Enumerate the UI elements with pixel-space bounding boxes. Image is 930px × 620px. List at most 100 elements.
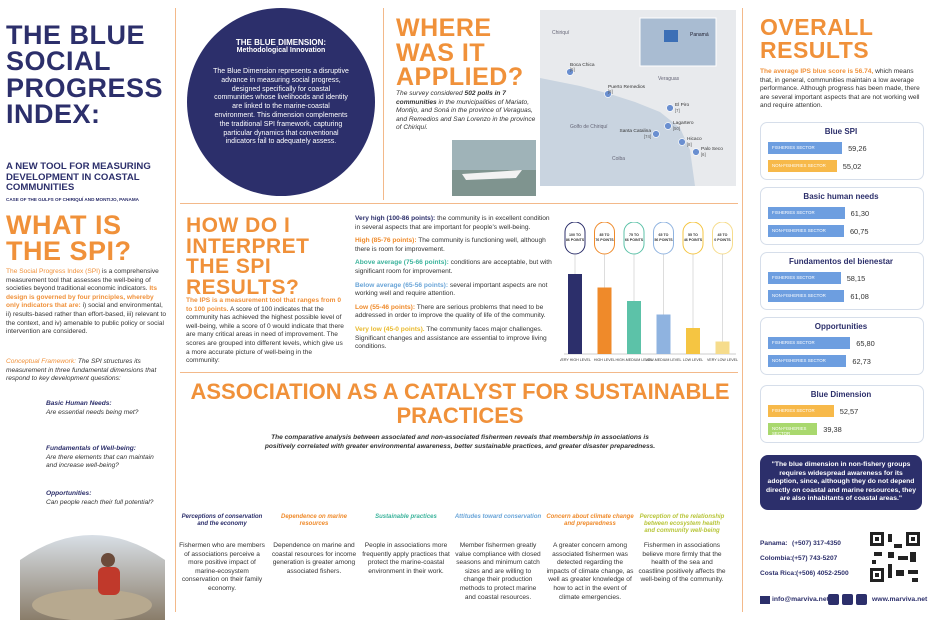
result-title: Fundamentos del bienestar (788, 257, 894, 266)
item-title: Perceptions of conservation and the econ… (181, 514, 263, 527)
sites: Boca Chica[5]Puerto Remedios[8]El Piro[7… (566, 62, 723, 157)
level-bar (656, 314, 671, 354)
blue-dimension-circle (187, 8, 375, 196)
site-dot (666, 104, 674, 112)
main-title: THE BLUE SOCIAL PROGRESS INDEX: (6, 20, 164, 130)
level-name: Above average (75-66 points): (355, 259, 449, 267)
dimension-question: Are there elements that can maintain and… (46, 453, 154, 470)
box-title: THE BLUE DIMENSION: (235, 38, 327, 47)
site-count: [7] (675, 108, 680, 113)
text-line: 76 POINTS (595, 238, 614, 242)
sector-label: FISHERIES SECTOR (772, 145, 815, 150)
level-name: Very low (45-0 points). (355, 325, 425, 333)
level-item: Below average (65-56 points): several im… (355, 282, 555, 299)
paragraph: Conceptual Framework: The SPI structures… (6, 358, 168, 384)
result-value: 59,26 (848, 144, 867, 153)
text-line: 100 TO (569, 233, 581, 237)
level-name: Below average (65-56 points): (355, 281, 449, 289)
text-line: 55 TO (688, 233, 698, 237)
level-text: The community is functioning well, altho… (355, 237, 546, 253)
map: Panamá Chiriquí Veraguas Golfo de Chiriq… (540, 10, 736, 186)
icon[interactable] (842, 594, 853, 605)
quote-box: "The blue dimension in non-fishery group… (760, 455, 922, 510)
level-name: Low (55-46 points): (355, 303, 416, 311)
text-line: 56 POINTS (654, 238, 673, 242)
result-value: 65,80 (856, 339, 875, 348)
level-item: High (85-76 points): The community is fu… (355, 237, 555, 254)
level-points: 100 TO 86 POINTS (566, 233, 585, 242)
level-name: HIGH-MEDIUM LEVEL (616, 358, 653, 362)
email[interactable]: info@marviva.net (772, 596, 829, 603)
dimension-question: Are essential needs being met? (46, 408, 139, 416)
dimension-text: Basic Human Needs: Are essential needs be… (46, 400, 166, 417)
text: is a comprehensive measurement tool that… (6, 268, 159, 293)
site-dot (664, 122, 672, 130)
text: The SPI structures its measurement in th… (6, 358, 157, 383)
site-dot (692, 148, 700, 156)
item-title: Perception of the relationship between e… (639, 514, 725, 534)
contact-phone: (+57) 743-5207 (792, 555, 838, 562)
result-value: 61,08 (850, 292, 869, 301)
result-title: Basic human needs (803, 192, 879, 201)
icon[interactable] (856, 594, 867, 605)
result-value: 55,02 (842, 162, 862, 171)
item-text: Fishermen who are members of association… (179, 542, 265, 592)
text: The survey considered (396, 90, 465, 97)
level-name: High (85-76 points): (355, 237, 417, 245)
contact-phone: (+507) 317-4350 (792, 540, 841, 547)
result-value: 62,73 (852, 357, 871, 366)
website[interactable]: www.marviva.net (872, 596, 928, 603)
level-name: LOW-MEDIUM LEVEL (645, 358, 681, 362)
item-title: Attitudes toward conservation (454, 514, 542, 520)
level-bar (715, 341, 730, 354)
level-item: Above average (75-66 points): conditions… (355, 259, 555, 276)
site-dot (566, 68, 574, 76)
dimension-text: Opportunities: Can people reach their fu… (46, 490, 166, 507)
box-subtitle: Methodological Innovation (236, 47, 326, 54)
paragraph: The survey considered 502 polls in 7 com… (396, 90, 536, 133)
item-text: Dependence on marine and coastal resourc… (271, 542, 357, 575)
result-value: 61,30 (850, 209, 870, 218)
icon[interactable] (828, 594, 839, 605)
section-heading: OVERALL RESULTS (760, 14, 873, 63)
result-bar (768, 405, 834, 417)
dimension-text: Fundamentals of Well-being: Are there ele… (46, 445, 166, 471)
text: i) social and environmental, ii) results… (6, 302, 167, 336)
inset-label: Panamá (690, 32, 709, 38)
sector-label: NON-FISHERIES SECTOR (772, 293, 826, 298)
dimension-question: Can people reach their full potential? (46, 498, 154, 506)
level-points: 75 TO 66 POINTS (625, 233, 644, 242)
level-points: 55 TO 46 POINTS (684, 233, 703, 242)
box-text: The Blue Dimension represents a disrupti… (213, 68, 349, 146)
site-name: Hicaco (687, 136, 702, 142)
result-bar (768, 423, 818, 435)
result-bar (768, 337, 851, 349)
text-line: 65 TO (659, 233, 669, 237)
result-value: 58,15 (846, 274, 866, 283)
site-dot (652, 130, 660, 138)
level-name: VERY LOW LEVEL (707, 358, 738, 362)
site-name: Puerto Remedios (608, 84, 646, 90)
sector-label: FISHERIES SECTOR (772, 210, 815, 215)
sector-label: FISHERIES SECTOR (772, 408, 815, 413)
level-bar (597, 287, 612, 354)
region-label: Chiriquí (552, 30, 570, 36)
sector-label: NON-FISHERIES SECTOR (772, 163, 826, 168)
contact-country: Colombia: (760, 555, 793, 562)
text-line: 85 TO (600, 233, 610, 237)
site-name: Lagartero (673, 120, 694, 126)
photo-fisherman (20, 535, 165, 620)
result-title: Opportunities (814, 322, 868, 331)
site-count: [8] (608, 89, 613, 94)
highlight: The average IPS blue score is 56.74, (760, 68, 874, 75)
level-name: Very high (100-86 points): (355, 215, 436, 222)
dimension-name: Fundamentals of Well-being: (46, 445, 136, 452)
contact-country: Costa Rica: (760, 570, 797, 577)
dimension-name: Basic Human Needs: (46, 400, 112, 407)
section-heading: WHERE WAS IT APPLIED? (396, 14, 524, 91)
highlight: Its design is governed by four principle… (6, 285, 158, 310)
result-bar (768, 272, 841, 284)
text-line: 66 POINTS (625, 238, 644, 242)
item-text: Member fishermen greatly value complianc… (455, 542, 541, 601)
level-points: 65 TO 56 POINTS (654, 233, 673, 242)
